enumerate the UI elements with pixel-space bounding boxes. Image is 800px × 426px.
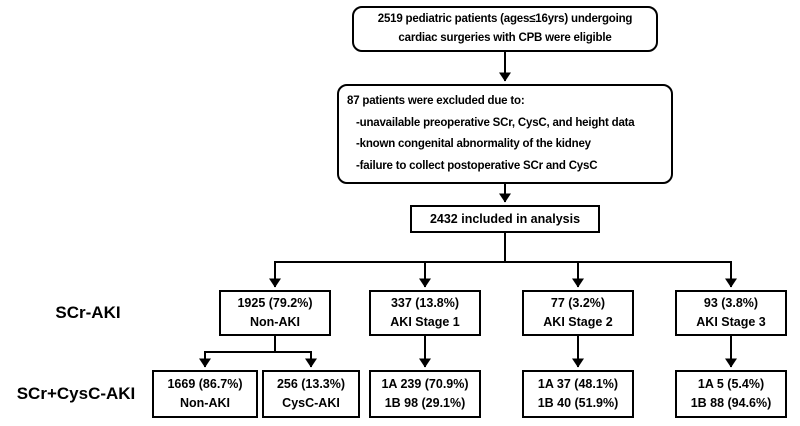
scr-aki-box-stage2: 77 (3.2%) AKI Stage 2 — [522, 290, 634, 336]
exclusion-title: 87 patients were excluded due to: — [347, 95, 525, 107]
box-count: 1669 (86.7%) — [167, 377, 243, 391]
box-line1: 1A 239 (70.9%) — [381, 377, 469, 391]
eligible-line2: cardiac surgeries with CPB were eligible — [398, 32, 612, 44]
row-label-scr-aki: SCr-AKI — [55, 303, 121, 322]
box-line1: 1A 37 (48.1%) — [537, 377, 619, 391]
scr-cysc-box-stage3: 1A 5 (5.4%) 1B 88 (94.6%) — [675, 370, 787, 418]
box-label: Non-AKI — [180, 396, 230, 410]
scr-aki-box-stage1: 337 (13.8%) AKI Stage 1 — [369, 290, 481, 336]
scr-cysc-box-stage2: 1A 37 (48.1%) 1B 40 (51.9%) — [522, 370, 634, 418]
scr-aki-box-non-aki: 1925 (79.2%) Non-AKI — [219, 290, 331, 336]
exclusion-item: -known congenital abnormality of the kid… — [356, 138, 591, 150]
row-label-scr-cysc-aki: SCr+CysC-AKI — [16, 384, 136, 403]
box-label: CysC-AKI — [282, 396, 340, 410]
box-label: Non-AKI — [250, 315, 300, 329]
box-count: 337 (13.8%) — [390, 296, 460, 310]
exclusion-item: -failure to collect postoperative SCr an… — [356, 159, 598, 172]
box-label: AKI Stage 2 — [543, 315, 613, 329]
included-in-analysis-box: 2432 included in analysis — [410, 205, 600, 233]
box-count: 93 (3.8%) — [703, 296, 759, 310]
box-count: 256 (13.3%) — [276, 377, 346, 391]
box-count: 1925 (79.2%) — [237, 296, 313, 310]
box-line1: 1A 5 (5.4%) — [697, 377, 765, 391]
included-label: 2432 included in analysis — [429, 211, 581, 226]
scr-aki-box-stage3: 93 (3.8%) AKI Stage 3 — [675, 290, 787, 336]
box-line2: 1B 88 (94.6%) — [690, 396, 772, 410]
eligible-patients-box: 2519 pediatric patients (ages≤16yrs) und… — [352, 6, 658, 52]
eligible-line1: 2519 pediatric patients (ages≤16yrs) und… — [377, 13, 633, 25]
box-count: 77 (3.2%) — [550, 296, 606, 310]
box-label: AKI Stage 3 — [696, 315, 766, 329]
box-line2: 1B 98 (29.1%) — [384, 396, 466, 410]
exclusion-item: -unavailable preoperative SCr, CysC, and… — [356, 116, 635, 129]
box-line2: 1B 40 (51.9%) — [537, 396, 619, 410]
scr-cysc-box-cysc-aki: 256 (13.3%) CysC-AKI — [262, 370, 360, 418]
box-label: AKI Stage 1 — [390, 315, 460, 329]
exclusion-box: 87 patients were excluded due to: -unava… — [337, 84, 673, 184]
scr-cysc-box-stage1: 1A 239 (70.9%) 1B 98 (29.1%) — [369, 370, 481, 418]
scr-cysc-box-non-aki: 1669 (86.7%) Non-AKI — [152, 370, 258, 418]
